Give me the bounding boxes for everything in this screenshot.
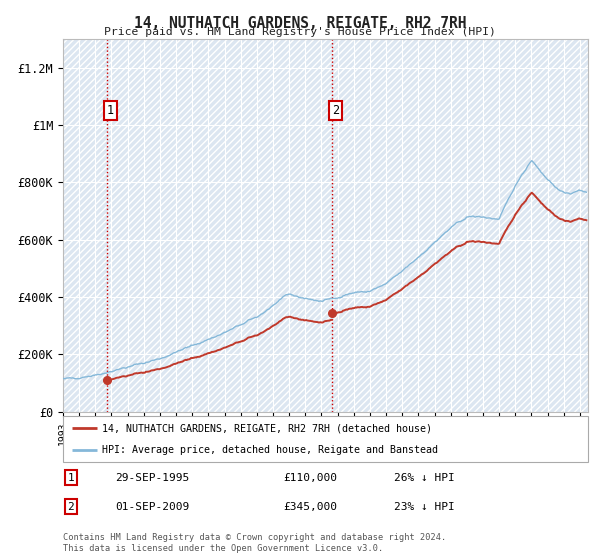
Text: £345,000: £345,000: [284, 502, 337, 512]
Text: 2: 2: [332, 104, 339, 117]
Text: 26% ↓ HPI: 26% ↓ HPI: [394, 473, 455, 483]
Text: Contains HM Land Registry data © Crown copyright and database right 2024.
This d: Contains HM Land Registry data © Crown c…: [63, 533, 446, 553]
Text: HPI: Average price, detached house, Reigate and Banstead: HPI: Average price, detached house, Reig…: [103, 445, 439, 455]
Text: £110,000: £110,000: [284, 473, 337, 483]
Text: 2: 2: [67, 502, 74, 512]
Text: 1: 1: [67, 473, 74, 483]
Text: 01-SEP-2009: 01-SEP-2009: [115, 502, 190, 512]
Text: 14, NUTHATCH GARDENS, REIGATE, RH2 7RH: 14, NUTHATCH GARDENS, REIGATE, RH2 7RH: [134, 16, 466, 31]
Text: 29-SEP-1995: 29-SEP-1995: [115, 473, 190, 483]
Text: Price paid vs. HM Land Registry's House Price Index (HPI): Price paid vs. HM Land Registry's House …: [104, 27, 496, 37]
Text: 1: 1: [107, 104, 114, 117]
Text: 23% ↓ HPI: 23% ↓ HPI: [394, 502, 455, 512]
Text: 14, NUTHATCH GARDENS, REIGATE, RH2 7RH (detached house): 14, NUTHATCH GARDENS, REIGATE, RH2 7RH (…: [103, 423, 433, 433]
